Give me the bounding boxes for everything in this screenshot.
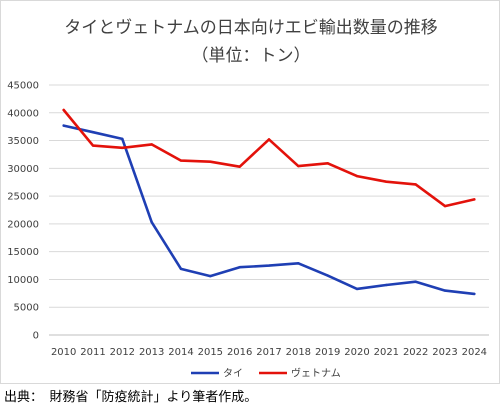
x-tick-label: 2015 (198, 347, 223, 358)
data-point (385, 180, 388, 183)
legend-label: タイ (223, 368, 243, 380)
data-point (150, 143, 153, 146)
data-point (267, 138, 271, 141)
data-point (179, 159, 183, 162)
chart-frame: タイとヴェトナムの日本向けエビ輸出数量の推移 （単位：トン） 45000 4000… (0, 0, 500, 384)
data-point (121, 137, 124, 141)
data-point (355, 287, 359, 291)
data-point (209, 274, 212, 278)
data-point (209, 160, 212, 163)
data-point (473, 292, 476, 296)
y-tick-label: 0 (33, 331, 39, 342)
x-tick-label: 2020 (344, 347, 369, 358)
x-tick-label: 2011 (80, 347, 105, 358)
x-tick-label: 2016 (227, 347, 252, 358)
x-tick-label: 2017 (256, 347, 281, 358)
series-line-0 (62, 124, 476, 296)
data-point (355, 174, 359, 178)
data-point (238, 266, 241, 269)
data-point (62, 108, 65, 112)
y-axis-ticks: 45000 40000 35000 30000 25000 20000 15000 10000… (7, 81, 39, 342)
data-point (414, 183, 417, 186)
data-point (443, 204, 447, 208)
y-tick-label: 10000 (7, 275, 39, 286)
legend-label: ヴェトナム (291, 367, 341, 380)
chart-title: タイとヴェトナムの日本向けエビ輸出数量の推移 (64, 18, 438, 38)
series-lines (62, 108, 476, 296)
data-point (385, 283, 388, 287)
y-tick-label: 45000 (7, 81, 39, 92)
line-chart: タイとヴェトナムの日本向けエビ輸出数量の推移 （単位：トン） 45000 4000… (7, 18, 489, 380)
x-tick-label: 2024 (462, 347, 487, 358)
y-tick-label: 25000 (7, 192, 39, 203)
data-point (91, 131, 95, 134)
data-point (473, 198, 476, 201)
x-tick-label: 2021 (374, 347, 399, 358)
source-note: 出典： 財務省「防疫統計」より筆者作成。 (4, 390, 258, 405)
x-tick-label: 2013 (139, 347, 164, 358)
y-tick-label: 20000 (7, 219, 39, 230)
data-point (326, 274, 329, 277)
y-tick-label: 30000 (7, 164, 39, 175)
chart-subtitle: （単位：トン） (192, 46, 311, 66)
data-point (414, 280, 417, 283)
x-tick-label: 2010 (51, 347, 76, 358)
y-tick-label: 15000 (7, 247, 39, 258)
data-point (326, 162, 329, 165)
data-point (297, 262, 300, 265)
x-tick-label: 2022 (403, 347, 428, 358)
data-point (179, 267, 183, 271)
y-tick-label: 40000 (7, 108, 39, 119)
data-point (238, 165, 241, 168)
y-tick-label: 5000 (14, 303, 39, 314)
x-tick-label: 2019 (315, 347, 340, 358)
x-tick-label: 2023 (432, 347, 457, 358)
x-tick-label: 2014 (168, 347, 193, 358)
data-point (62, 124, 65, 127)
data-point (121, 146, 124, 149)
data-point (91, 144, 95, 147)
data-point (267, 264, 271, 267)
series-line-1 (62, 108, 476, 208)
data-point (150, 221, 153, 224)
x-axis-ticks: 2010 2011 2012 2013 2014 2015 2016 2017 2018 2019… (51, 347, 487, 358)
data-point (443, 289, 447, 292)
y-tick-label: 35000 (7, 136, 39, 147)
data-point (297, 164, 300, 168)
x-tick-label: 2018 (286, 347, 311, 358)
gridlines (49, 84, 489, 336)
legend: タイ ヴェトナム (191, 367, 341, 380)
x-tick-label: 2012 (110, 347, 135, 358)
